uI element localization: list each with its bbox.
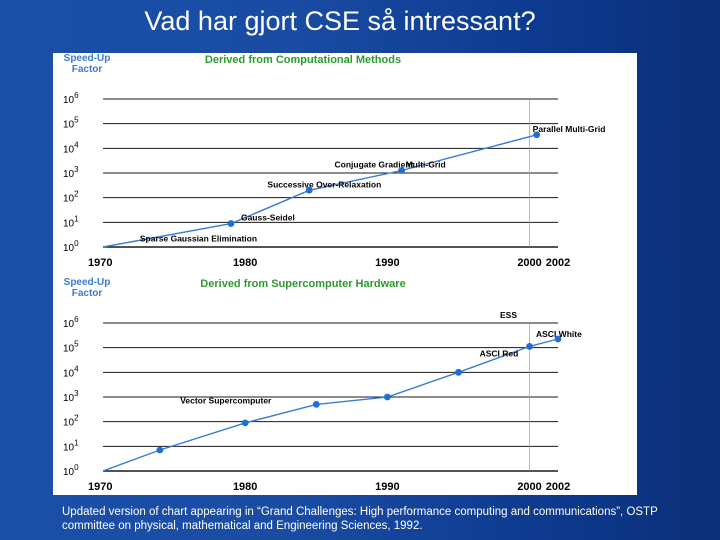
slide-caption: Updated version of chart appearing in “G… — [62, 506, 658, 532]
chart2-annotation-label: ESS — [500, 310, 517, 320]
chart1-data-point — [533, 131, 541, 139]
chart1-annotation-label: Gauss-Seidel — [241, 213, 295, 223]
chart1-x-tick-label: 2002 — [546, 257, 570, 269]
chart2-y-tick-label: 106 — [63, 315, 79, 330]
chart1-y-tick-label: 103 — [63, 165, 79, 180]
chart1-y-tick-label: 101 — [63, 214, 79, 229]
chart2-data-point — [312, 401, 320, 408]
chart1-series-line — [102, 134, 537, 248]
chart1-y-tick-label: 106 — [63, 91, 79, 106]
chart2-y-tick-label: 105 — [63, 340, 79, 355]
chart1-ylabel-line1: Speed-Up — [64, 53, 111, 64]
chart1-annotation-label: Successive Over-Relaxation — [267, 179, 381, 189]
chart-panel: Speed-Up Factor Derived from Computational… — [53, 53, 637, 495]
chart1-y-tick-label: 105 — [63, 116, 79, 131]
chart1-x-tick-label: 2000 — [517, 257, 541, 269]
chart1-ylabel-line2: Factor — [72, 64, 103, 75]
chart1-data-point — [227, 220, 235, 227]
chart1-data-point — [398, 167, 405, 174]
chart2-x-tick-label: 1990 — [375, 481, 399, 493]
chart1-y-tick-label: 100 — [63, 239, 79, 254]
chart2-data-point — [455, 368, 462, 376]
chart2-y-tick-label: 102 — [63, 414, 79, 429]
chart2-ylabel-line2: Factor — [72, 288, 103, 299]
chart1-title: Derived from Computational Methods — [205, 54, 401, 66]
chart2-annotation-label: ASCI White — [536, 329, 582, 339]
chart1-y-tick-label: 104 — [63, 140, 79, 155]
chart2-annotation-label: Vector Supercomputer — [180, 395, 272, 405]
chart1-annotation-label: Multi-Grid — [406, 160, 446, 170]
chart1-x-tick-label: 1970 — [88, 257, 112, 269]
chart1-annotation-label: Conjugate Gradient — [335, 160, 414, 170]
chart2-data-point — [241, 419, 249, 427]
chart2-y-tick-label: 101 — [63, 438, 79, 453]
chart1-data-point — [305, 186, 313, 194]
slide-title: Vad har gjort CSE så intressant? — [144, 6, 536, 36]
chart2-annotation-label: ASCI Red — [480, 348, 519, 358]
chart2-title: Derived from Supercomputer Hardware — [200, 278, 405, 290]
chart2-y-tick-label: 103 — [63, 389, 79, 404]
chart2-x-tick-label: 2000 — [517, 481, 541, 493]
chart2-data-point — [383, 393, 391, 401]
chart1-x-tick-label: 1980 — [233, 257, 257, 269]
chart2-series-line — [102, 338, 559, 472]
chart2-x-tick-label: 2002 — [546, 481, 570, 493]
chart1-y-tick-label: 102 — [63, 190, 79, 205]
chart2-x-tick-label: 1970 — [88, 481, 112, 493]
chart2-y-tick-label: 100 — [63, 463, 79, 478]
chart2-x-tick-label: 1980 — [233, 481, 257, 493]
chart1-x-tick-label: 1990 — [375, 257, 399, 269]
chart2-data-point — [156, 446, 164, 454]
chart2-data-point — [526, 343, 533, 350]
chart2-data-point — [554, 335, 562, 343]
chart2-y-tick-label: 104 — [63, 364, 79, 379]
chart2-ylabel-line1: Speed-Up — [64, 277, 111, 288]
chart1-annotation-label: Parallel Multi-Grid — [533, 124, 606, 134]
chart1-annotation-label: Sparse Gaussian Elimination — [140, 234, 257, 244]
